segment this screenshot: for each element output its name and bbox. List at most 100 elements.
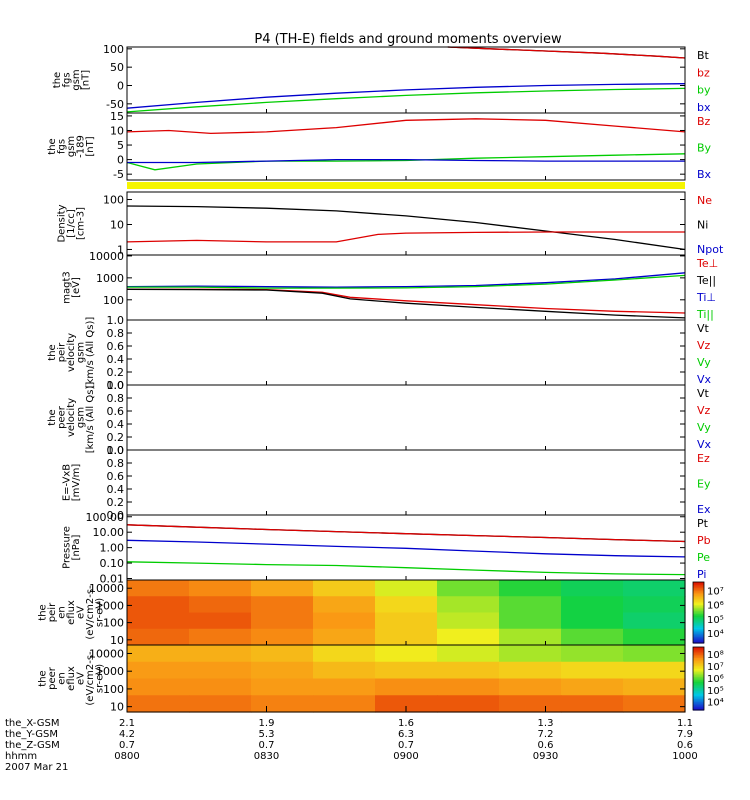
heatmap-cell <box>127 612 190 630</box>
series-bx <box>126 83 686 109</box>
y-axis-label: [mV/m] <box>71 464 82 502</box>
legend-bz: bz <box>697 66 710 79</box>
y-tick-label: 1.00 <box>100 542 125 555</box>
x-tick-label: 1000 <box>672 751 697 762</box>
heatmap-cell <box>251 596 314 614</box>
colorbar-segment <box>693 607 704 611</box>
colorbar-segment <box>693 687 704 691</box>
x-row-label: the_Z-GSM <box>5 740 60 751</box>
heatmap-cell <box>251 661 314 680</box>
colorbar-segment <box>693 659 704 662</box>
colorbar-segment <box>693 624 704 627</box>
series-Bx <box>127 158 685 164</box>
y-axis-label: [eV] <box>71 277 82 298</box>
x-row-label: the_X-GSM <box>5 718 59 729</box>
y-tick-label: 0.10 <box>100 557 125 570</box>
colorbar-segment <box>693 598 704 601</box>
y-axis-label: peir <box>57 342 68 362</box>
colorbar-segment <box>693 680 704 683</box>
colorbar-segment <box>693 669 704 672</box>
y-tick-label: 10.00 <box>93 526 125 539</box>
heatmap-cell <box>375 661 438 680</box>
heatmap-cell <box>189 678 252 696</box>
series-Bz <box>126 118 686 135</box>
legend-Vx: Vx <box>697 373 712 386</box>
legend-Ez: Ez <box>697 452 710 465</box>
heatmap-cell <box>499 612 562 630</box>
y-axis-label: [cm-3] <box>76 207 87 240</box>
y-tick-label: 1000 <box>96 599 124 612</box>
series-by <box>126 87 686 113</box>
colorbar-segment <box>693 606 704 609</box>
y-tick-label: 0.6 <box>107 470 125 483</box>
legend-Vz: Vz <box>697 404 711 417</box>
y-axis-label: peir <box>47 602 58 622</box>
colorbar-segment <box>693 639 704 643</box>
y-tick-label: 1000 <box>96 272 124 285</box>
colorbar-segment <box>693 591 704 594</box>
y-axis-label: peer <box>57 405 68 429</box>
heatmap-cell <box>189 580 252 597</box>
heatmap-cell <box>561 661 624 680</box>
colorbar-label: 10⁶ <box>707 601 724 612</box>
heatmap-cell <box>375 678 438 696</box>
y-axis-label: gsm <box>66 136 77 157</box>
series-Ni <box>126 205 686 251</box>
y-axis-label: en <box>57 672 68 685</box>
colorbar-segment <box>693 675 704 678</box>
heatmap-cell <box>561 596 624 614</box>
y-axis-label: Pressure <box>61 526 72 569</box>
series-bz <box>447 46 686 59</box>
legend-bx: bx <box>697 101 711 114</box>
colorbar-segment <box>693 600 704 603</box>
heatmap-cell <box>127 645 190 663</box>
colorbar-segment <box>693 648 704 651</box>
y-axis-label: [km/s (All Qs)] <box>85 317 96 389</box>
y-tick-label: 10000 <box>89 250 124 263</box>
y-tick-label: 0.2 <box>107 496 125 509</box>
heatmap-cell <box>561 645 624 663</box>
heatmap-cell <box>437 695 500 713</box>
heatmap-cell <box>313 580 376 597</box>
x-row-value: 7.2 <box>538 729 554 740</box>
colorbar-segment <box>693 623 704 626</box>
y-axis-label: -189 <box>76 135 87 158</box>
plot-title: P4 (TH-E) fields and ground moments over… <box>254 32 562 47</box>
colorbar-segment <box>693 673 704 676</box>
y-tick-label: -5 <box>113 168 124 181</box>
heatmap-cell <box>499 628 562 646</box>
panel-frame <box>126 46 686 114</box>
legend-Vy: Vy <box>697 356 711 369</box>
colorbar-segment <box>693 582 704 585</box>
heatmap-cell <box>499 678 562 696</box>
x-row-label: hhmm <box>5 751 37 762</box>
colorbar-segment <box>693 702 704 705</box>
heatmap-cell <box>313 645 376 663</box>
x-row-value: 0.6 <box>538 740 554 751</box>
x-row-value: 0.7 <box>259 740 275 751</box>
series-Ti|| <box>127 274 686 289</box>
y-axis-label: [km/s (All Qs)] <box>85 382 96 454</box>
heatmap-cell <box>189 612 252 630</box>
colorbar-segment <box>693 638 704 641</box>
y-tick-label: 1.0 <box>107 314 125 327</box>
legend-Vt: Vt <box>697 387 710 400</box>
heatmap-cell <box>251 645 314 663</box>
y-axis-label: eV <box>76 606 87 619</box>
legend-Pe: Pe <box>697 551 710 564</box>
heatmap-cell <box>561 628 624 646</box>
x-row-value: 1.6 <box>398 718 414 729</box>
legend-Te||: Te|| <box>696 274 716 287</box>
panel-frame <box>126 319 686 386</box>
colorbar-segment <box>693 670 704 673</box>
y-axis-label: velocity <box>66 333 77 372</box>
x-row-value: 2.1 <box>119 718 135 729</box>
panel-peir_v: 0.00.20.40.60.81.0thepeirvelocitygsm[km/… <box>47 314 712 392</box>
y-tick-label: 100 <box>103 683 124 696</box>
heatmap-cell <box>189 596 252 614</box>
y-tick-label: 1.0 <box>107 444 125 457</box>
heatmap-cell <box>623 628 686 646</box>
legend-Ey: Ey <box>697 478 711 491</box>
colorbar-segment <box>693 684 704 687</box>
